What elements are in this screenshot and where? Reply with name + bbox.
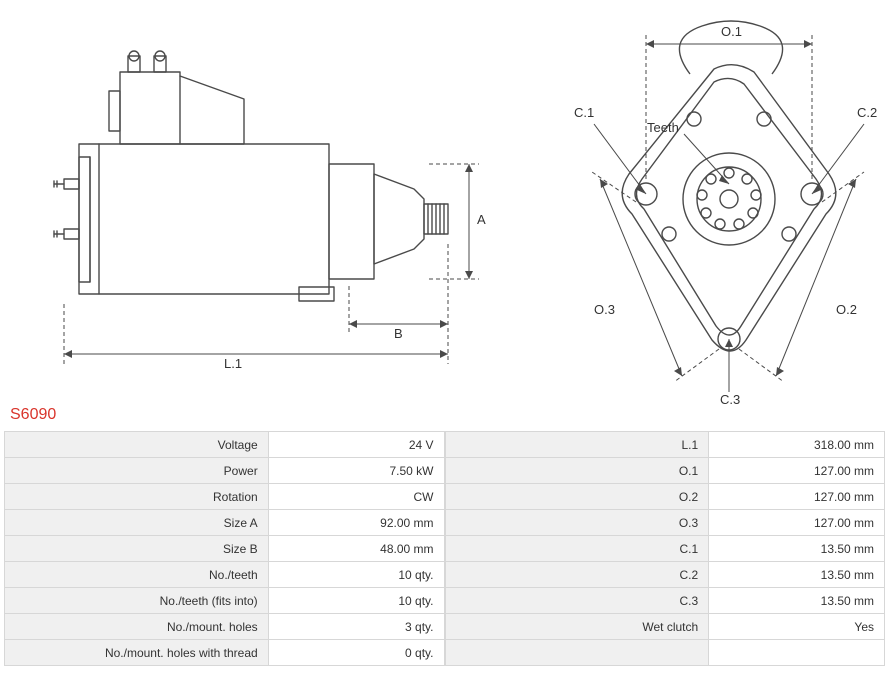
table-row: Wet clutchYes: [445, 614, 885, 640]
table-row: C.313.50 mm: [445, 588, 885, 614]
dim-label-a: A: [477, 212, 486, 227]
spec-label: O.1: [445, 458, 709, 484]
table-row: O.3127.00 mm: [445, 510, 885, 536]
spec-label: C.2: [445, 562, 709, 588]
spec-value: 13.50 mm: [709, 588, 885, 614]
spec-value: [709, 640, 885, 666]
spec-value: 92.00 mm: [268, 510, 444, 536]
spec-value: 10 qty.: [268, 588, 444, 614]
table-row: O.2127.00 mm: [445, 484, 885, 510]
dim-label-o3: O.3: [594, 302, 615, 317]
spec-label: L.1: [445, 432, 709, 458]
spec-label: O.3: [445, 510, 709, 536]
spec-value: 3 qty.: [268, 614, 444, 640]
dim-label-l1: L.1: [224, 356, 242, 371]
table-row: [445, 640, 885, 666]
spec-value: 0 qty.: [268, 640, 444, 666]
table-row: Size B48.00 mm: [5, 536, 445, 562]
side-view: [54, 51, 448, 301]
spec-label: C.1: [445, 536, 709, 562]
spec-label: Wet clutch: [445, 614, 709, 640]
table-row: No./teeth10 qty.: [5, 562, 445, 588]
spec-table-right: L.1318.00 mmO.1127.00 mmO.2127.00 mmO.31…: [445, 431, 886, 666]
spec-value: 7.50 kW: [268, 458, 444, 484]
dim-label-c2: C.2: [857, 105, 877, 120]
spec-label: No./teeth (fits into): [5, 588, 269, 614]
spec-value: 127.00 mm: [709, 484, 885, 510]
table-row: C.213.50 mm: [445, 562, 885, 588]
spec-label: No./mount. holes with thread: [5, 640, 269, 666]
spec-value: 318.00 mm: [709, 432, 885, 458]
spec-label: Size A: [5, 510, 269, 536]
table-row: L.1318.00 mm: [445, 432, 885, 458]
spec-value: 48.00 mm: [268, 536, 444, 562]
dim-label-c1: C.1: [574, 105, 594, 120]
spec-value: Yes: [709, 614, 885, 640]
table-row: No./mount. holes with thread0 qty.: [5, 640, 445, 666]
dim-label-teeth: Teeth: [647, 120, 679, 135]
spec-label: No./teeth: [5, 562, 269, 588]
table-row: No./teeth (fits into)10 qty.: [5, 588, 445, 614]
spec-label: Power: [5, 458, 269, 484]
spec-label: Voltage: [5, 432, 269, 458]
dim-label-o1: O.1: [721, 24, 742, 39]
dim-label-o2: O.2: [836, 302, 857, 317]
spec-value: 13.50 mm: [709, 536, 885, 562]
spec-value: 127.00 mm: [709, 458, 885, 484]
spec-tables: Voltage24 VPower7.50 kWRotationCWSize A9…: [4, 431, 885, 666]
technical-diagram: L.1 B A: [4, 4, 885, 404]
table-row: Power7.50 kW: [5, 458, 445, 484]
spec-label: No./mount. holes: [5, 614, 269, 640]
table-row: O.1127.00 mm: [445, 458, 885, 484]
table-row: Voltage24 V: [5, 432, 445, 458]
spec-table-left: Voltage24 VPower7.50 kWRotationCWSize A9…: [4, 431, 445, 666]
spec-label: Size B: [5, 536, 269, 562]
spec-label: Rotation: [5, 484, 269, 510]
spec-value: 10 qty.: [268, 562, 444, 588]
spec-label: C.3: [445, 588, 709, 614]
spec-value: 13.50 mm: [709, 562, 885, 588]
spec-label: [445, 640, 709, 666]
spec-value: CW: [268, 484, 444, 510]
table-row: No./mount. holes3 qty.: [5, 614, 445, 640]
dim-label-c3: C.3: [720, 392, 740, 404]
spec-label: O.2: [445, 484, 709, 510]
table-row: RotationCW: [5, 484, 445, 510]
spec-value: 127.00 mm: [709, 510, 885, 536]
dim-label-b: B: [394, 326, 403, 341]
table-row: Size A92.00 mm: [5, 510, 445, 536]
spec-value: 24 V: [268, 432, 444, 458]
product-code: S6090: [10, 406, 885, 427]
table-row: C.113.50 mm: [445, 536, 885, 562]
